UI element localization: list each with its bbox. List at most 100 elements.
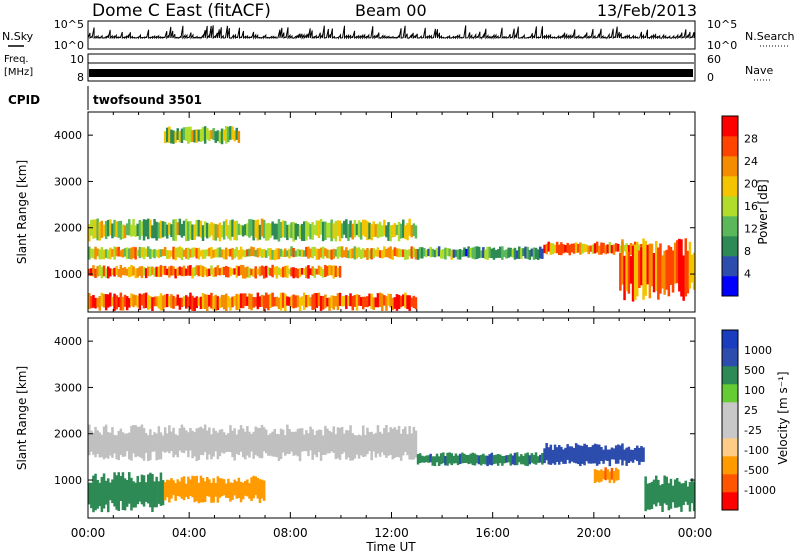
heatmap-cell	[201, 478, 205, 503]
heatmap-cell	[130, 247, 133, 260]
heatmap-cell	[210, 130, 213, 139]
heatmap-cell	[524, 453, 527, 466]
heatmap-cell	[244, 224, 247, 236]
heatmap-cell	[147, 474, 150, 504]
cpid-value: twofsound 3501	[93, 93, 202, 107]
heatmap-cell	[370, 431, 373, 461]
heatmap-cell	[353, 220, 357, 238]
heatmap-cell	[349, 425, 352, 461]
heatmap-cell	[168, 425, 171, 454]
heatmap-cell	[206, 222, 209, 239]
heatmap-cell	[290, 267, 293, 277]
heatmap-cell	[107, 294, 110, 308]
heatmap-cell	[303, 434, 306, 452]
heatmap-cell	[271, 292, 274, 307]
heatmap-cell	[368, 432, 371, 451]
heatmap-cell	[353, 246, 357, 260]
heatmap-cell	[604, 445, 607, 461]
heatmap-cell	[682, 483, 685, 506]
heatmap-cell	[166, 268, 169, 276]
heatmap-cell	[138, 246, 142, 259]
heatmap-cell	[279, 268, 283, 277]
heatmap-cell	[574, 443, 578, 464]
heatmap-cell	[307, 433, 310, 457]
heatmap-cell	[585, 444, 588, 462]
heatmap-cell	[275, 223, 279, 240]
heatmap-cell	[389, 293, 392, 308]
heatmap-cell	[151, 266, 154, 275]
heatmap-cell	[166, 224, 169, 239]
heatmap-cell	[313, 268, 317, 278]
heatmap-cell	[617, 243, 620, 252]
heatmap-cell	[136, 426, 140, 457]
heatmap-cell	[296, 224, 300, 237]
heatmap-cell	[286, 296, 289, 306]
heatmap-cell	[176, 435, 180, 458]
heatmap-cell	[163, 265, 167, 275]
heatmap-cell	[130, 264, 133, 277]
heatmap-cell	[119, 250, 123, 257]
heatmap-cell	[484, 249, 487, 260]
heatmap-cell	[92, 432, 95, 455]
heatmap-cell	[229, 248, 232, 257]
heatmap-cell	[347, 296, 350, 306]
heatmap-cell	[96, 298, 99, 308]
heatmap-cell	[680, 239, 683, 297]
heatmap-cell	[92, 248, 95, 259]
heatmap-cell	[227, 478, 230, 498]
colorbar-tick-label: -100	[744, 444, 769, 457]
heatmap-cell	[397, 294, 401, 309]
heatmap-cell	[256, 427, 260, 457]
heatmap-cell	[199, 475, 203, 503]
heatmap-cell	[201, 293, 205, 309]
heatmap-cell	[593, 243, 597, 254]
heatmap-cell	[284, 293, 287, 312]
heatmap-cell	[381, 250, 384, 259]
heatmap-cell	[551, 243, 555, 255]
heatmap-cell	[195, 219, 199, 237]
heatmap-cell	[172, 480, 175, 496]
nsky-panel-frame	[87, 20, 696, 50]
heatmap-cell	[593, 443, 597, 464]
heatmap-cell	[212, 268, 215, 278]
heatmap-cell	[199, 264, 203, 277]
heatmap-cell	[623, 449, 626, 461]
heatmap-cell	[298, 225, 302, 239]
heatmap-cell	[237, 294, 241, 310]
heatmap-cell	[144, 268, 148, 279]
heatmap-cell	[362, 425, 365, 457]
heatmap-cell	[399, 249, 403, 257]
heatmap-cell	[313, 435, 317, 455]
heatmap-cell	[149, 472, 152, 508]
heatmap-cell	[222, 221, 226, 240]
heatmap-cell	[686, 250, 690, 294]
heatmap-cell	[265, 223, 268, 241]
heatmap-cell	[142, 475, 146, 507]
heatmap-cell	[357, 247, 361, 257]
heatmap-cell	[461, 452, 464, 464]
colorbar-frame	[721, 329, 739, 511]
heatmap-cell	[155, 250, 158, 257]
heatmap-cell	[539, 454, 542, 463]
heatmap-cell	[239, 264, 243, 276]
heatmap-cell	[180, 477, 184, 499]
heatmap-cell	[414, 249, 418, 260]
heatmap-cell	[292, 294, 295, 309]
heatmap-cell	[450, 249, 454, 260]
heatmap-cell	[659, 243, 662, 294]
heatmap-cell	[410, 433, 414, 460]
heatmap-cell	[534, 247, 538, 259]
colorbar-swatch	[722, 402, 738, 421]
heatmap-cell	[602, 470, 605, 480]
heatmap-cell	[406, 434, 409, 456]
heatmap-cell	[128, 219, 131, 236]
heatmap-cell	[189, 126, 192, 143]
heatmap-cell	[142, 219, 146, 241]
heatmap-cell	[187, 432, 190, 458]
heatmap-cell	[311, 294, 314, 310]
heatmap-cell	[591, 244, 595, 254]
heatmap-cell	[536, 249, 540, 260]
heatmap-cell	[501, 246, 504, 260]
heatmap-cell	[505, 455, 508, 463]
heatmap-cell	[170, 250, 173, 257]
